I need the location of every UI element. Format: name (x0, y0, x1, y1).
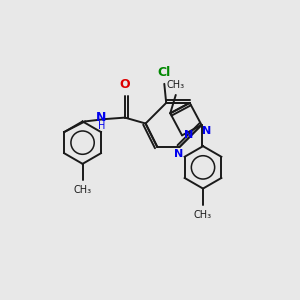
Text: O: O (120, 78, 130, 91)
Text: CH₃: CH₃ (74, 185, 92, 195)
Text: N: N (202, 126, 212, 136)
Text: H: H (98, 121, 105, 130)
Text: N: N (96, 111, 106, 124)
Text: N: N (184, 130, 193, 140)
Text: CH₃: CH₃ (167, 80, 185, 90)
Text: Cl: Cl (158, 65, 171, 79)
Text: CH₃: CH₃ (194, 210, 212, 220)
Text: N: N (174, 149, 184, 159)
